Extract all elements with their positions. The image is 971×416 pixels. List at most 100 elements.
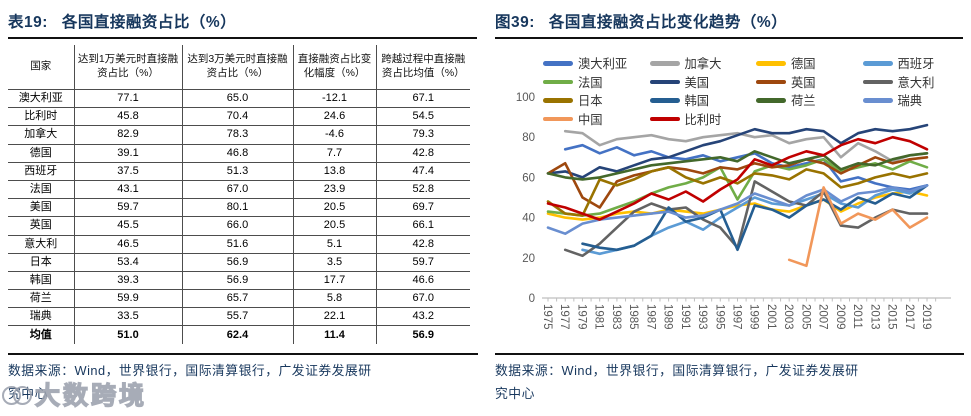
value-cell: 79.3 <box>375 125 470 145</box>
value-cell: 52.8 <box>375 180 470 199</box>
chart-line-7 <box>563 180 929 258</box>
x-axis-label: 2005 <box>799 304 811 330</box>
legend-swatch <box>543 98 573 103</box>
country-cell: 荷兰 <box>29 292 52 305</box>
x-axis-label: 1975 <box>541 304 553 330</box>
legend-item-1: 加拿大 <box>649 54 757 73</box>
country-cell: 韩国 <box>29 273 52 286</box>
chart-line-5 <box>546 123 929 179</box>
value-cell: 59.9 <box>73 289 182 308</box>
value-cell: 53.4 <box>73 253 182 272</box>
value-cell: 51.6 <box>181 235 293 254</box>
legend-label: 意大利 <box>897 75 935 90</box>
x-axis-label: 1999 <box>748 304 760 330</box>
source-note: 数据来源：Wind，世界银行，国际清算银行，广发证券发展研 究中心 <box>495 359 967 405</box>
value-cell: 46.5 <box>73 235 182 254</box>
x-axis-label: 1977 <box>558 304 570 330</box>
value-cell: 62.4 <box>181 325 293 344</box>
value-cell: 59.7 <box>73 198 182 217</box>
value-cell: 5.8 <box>292 289 376 308</box>
value-cell: 45.5 <box>73 216 182 235</box>
chart-legend: 澳大利亚 加拿大 德国 西班牙 法国 美国 英国 意大利 日本 韩国 荷兰 瑞典 中国 比利时 <box>543 54 969 128</box>
x-axis-label: 1993 <box>696 304 708 330</box>
x-axis-label: 2001 <box>765 304 777 330</box>
value-cell: 59.7 <box>375 253 470 272</box>
chart-line-13 <box>546 135 929 221</box>
x-axis-label: 1981 <box>593 304 605 330</box>
value-cell: 3.5 <box>292 253 376 272</box>
table-title-prefix: 表19: <box>8 14 48 31</box>
source-line1: 数据来源：Wind，世界银行，国际清算银行，广发证券发展研 <box>8 363 372 378</box>
value-cell: 22.1 <box>292 307 376 326</box>
table-row: 韩国 39.3 56.9 17.7 46.6 <box>8 271 470 290</box>
value-cell: 69.7 <box>375 198 470 217</box>
table-row: 荷兰 59.9 65.7 5.8 67.0 <box>8 289 470 308</box>
y-axis-label: 80 <box>522 132 535 144</box>
value-cell: 46.6 <box>375 271 470 290</box>
legend-item-9: 韩国 <box>649 91 757 110</box>
watermark-logo <box>2 384 32 405</box>
value-cell: 47.4 <box>375 162 470 181</box>
country-cell: 美国 <box>29 201 52 214</box>
watermark: 大数跨境 <box>2 376 147 412</box>
x-axis-label: 1995 <box>713 304 725 330</box>
value-cell: 24.6 <box>292 107 376 126</box>
title-underline <box>8 37 477 39</box>
value-cell: 33.5 <box>73 307 182 326</box>
table-panel: 表19: 各国直接融资占比（%） 国家 达到1万美元时直接融资占比（%） 达到3万美元… <box>0 0 485 416</box>
country-cell: 比利时 <box>24 110 58 123</box>
value-cell: 65.0 <box>181 89 293 108</box>
legend-item-5: 美国 <box>649 73 757 92</box>
x-axis-label: 2003 <box>782 304 794 330</box>
table-row: 日本 53.4 56.9 3.5 59.7 <box>8 253 470 272</box>
value-cell: 20.5 <box>292 198 376 217</box>
legend-label: 中国 <box>578 112 603 127</box>
chart-line-4 <box>546 158 929 217</box>
legend-label: 荷兰 <box>791 94 816 109</box>
country-cell: 澳大利亚 <box>18 92 63 105</box>
legend-swatch <box>862 98 893 103</box>
x-axis-label: 2019 <box>920 304 932 330</box>
value-cell: 13.8 <box>292 162 376 181</box>
legend-label: 日本 <box>578 94 603 109</box>
value-cell: 82.9 <box>73 125 182 145</box>
value-cell: 80.1 <box>181 198 293 217</box>
value-cell: 67.1 <box>375 89 470 108</box>
legend-label: 法国 <box>578 75 603 90</box>
value-cell: 46.8 <box>181 144 293 163</box>
country-cell: 瑞典 <box>29 310 52 323</box>
legend-label: 西班牙 <box>897 57 935 72</box>
value-cell: 56.9 <box>375 325 470 344</box>
footer-divider <box>8 353 478 355</box>
value-cell: 11.4 <box>292 325 376 344</box>
source-line2: 究中心 <box>495 386 535 401</box>
table-title: 表19: 各国直接融资占比（%） <box>8 10 477 32</box>
direct-financing-table: 国家 达到1万美元时直接融资占比（%） 达到3万美元时直接融资占比（%） 直接融资占比… <box>8 45 470 344</box>
legend-item-11: 瑞典 <box>862 91 970 110</box>
value-cell: 54.5 <box>375 107 470 126</box>
line-chart: 0 20 40 60 80 100 1975 1977 1979 1981 1983 1985 1987… <box>516 92 951 330</box>
country-cell: 英国 <box>29 219 52 232</box>
value-cell: 7.7 <box>292 144 376 163</box>
country-cell: 法国 <box>29 183 52 196</box>
value-cell: 56.9 <box>181 253 293 272</box>
x-axis-label: 1997 <box>731 304 743 330</box>
source-line1: 数据来源：Wind，世界银行，国际清算银行，广发证券发展研 <box>495 363 859 378</box>
x-axis-label: 1991 <box>679 304 691 330</box>
value-cell: 42.8 <box>375 144 470 163</box>
chart-title-prefix: 图39: <box>495 14 535 31</box>
chart-panel: 图39: 各国直接融资占比变化趋势（%） 澳大利亚 加拿大 德国 西班牙 法国 美国 英国 意大… <box>487 0 971 416</box>
y-axis-label: 20 <box>522 253 535 265</box>
value-cell: 23.9 <box>292 180 376 199</box>
title-underline <box>495 37 963 39</box>
table-row: 西班牙 37.5 51.3 13.8 47.4 <box>8 162 470 181</box>
x-axis-label: 1983 <box>610 304 622 330</box>
x-axis-label: 2015 <box>886 304 898 330</box>
value-cell: 17.7 <box>292 271 376 290</box>
chart-line-10 <box>546 150 929 181</box>
value-cell: 37.5 <box>73 162 182 181</box>
value-cell: 51.3 <box>181 162 293 181</box>
table-row: 英国 45.5 66.0 20.5 66.1 <box>8 216 470 235</box>
value-cell: 43.2 <box>375 307 470 326</box>
legend-label: 韩国 <box>684 94 710 109</box>
